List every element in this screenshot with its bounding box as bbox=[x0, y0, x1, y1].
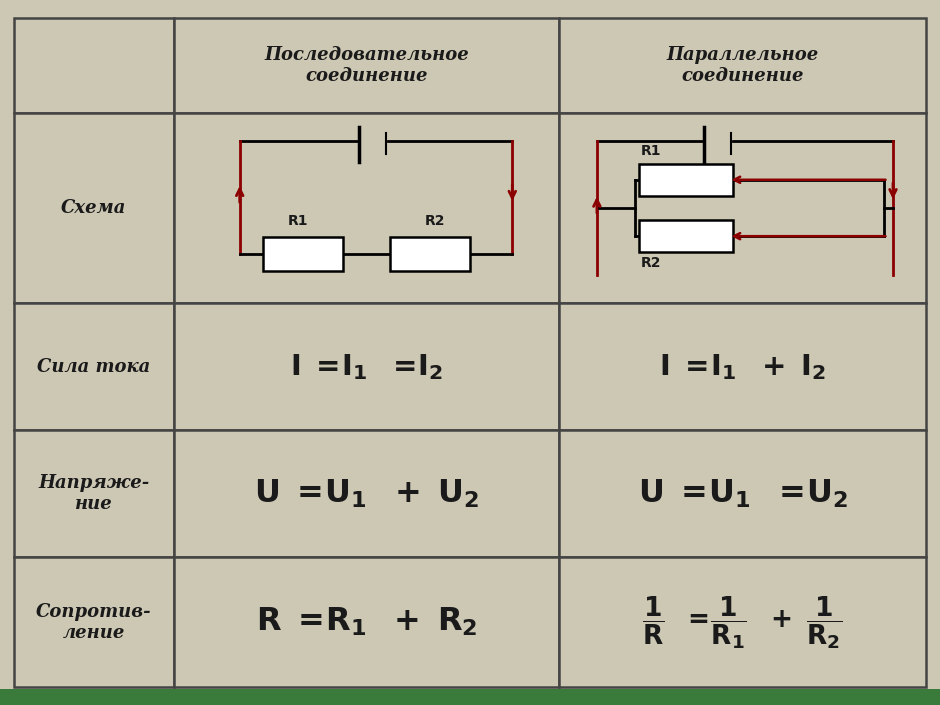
Bar bbox=[559, 18, 926, 113]
Bar bbox=[174, 430, 559, 557]
Bar bbox=[14, 303, 174, 430]
Text: Напряже-
ние: Напряже- ние bbox=[39, 474, 149, 513]
Text: Последовательное
соединение: Последовательное соединение bbox=[264, 46, 469, 85]
Text: $\mathbf{I\ =\!I_1\ \ =\!I_2}$: $\mathbf{I\ =\!I_1\ \ =\!I_2}$ bbox=[290, 352, 443, 381]
Text: Сопротив-
ление: Сопротив- ление bbox=[36, 603, 152, 642]
Bar bbox=[14, 430, 174, 557]
Text: $\mathbf{U\ =\!U_1\ \ =\!U_2}$: $\mathbf{U\ =\!U_1\ \ =\!U_2}$ bbox=[637, 477, 848, 510]
Text: $\mathbf{\dfrac{1}{R}\ \ =\!\dfrac{1}{R_1}\ \ +\ \dfrac{1}{R_2}}$: $\mathbf{\dfrac{1}{R}\ \ =\!\dfrac{1}{R_… bbox=[642, 594, 843, 651]
Bar bbox=[174, 113, 559, 303]
Text: $\mathbf{R\ =\!R_1\ \ +\ R_2}$: $\mathbf{R\ =\!R_1\ \ +\ R_2}$ bbox=[256, 606, 478, 638]
Bar bbox=[639, 164, 733, 196]
Bar bbox=[559, 113, 926, 303]
Bar bbox=[14, 113, 174, 303]
Text: R1: R1 bbox=[641, 144, 662, 158]
Bar bbox=[174, 303, 559, 430]
Bar bbox=[390, 237, 470, 271]
Bar bbox=[263, 237, 343, 271]
Bar bbox=[559, 557, 926, 687]
Text: Схема: Схема bbox=[61, 199, 127, 217]
Text: Параллельное
соединение: Параллельное соединение bbox=[666, 46, 819, 85]
Bar bbox=[639, 220, 733, 252]
Bar bbox=[14, 557, 174, 687]
Bar bbox=[174, 18, 559, 113]
Text: R2: R2 bbox=[425, 214, 445, 228]
Bar bbox=[559, 430, 926, 557]
Bar bbox=[559, 303, 926, 430]
Bar bbox=[14, 18, 174, 113]
Text: R1: R1 bbox=[289, 214, 308, 228]
Bar bbox=[174, 557, 559, 687]
Text: Сила тока: Сила тока bbox=[38, 357, 150, 376]
Text: R2: R2 bbox=[641, 256, 662, 270]
Text: $\mathbf{I\ =\!I_1\ \ +\ I_2}$: $\mathbf{I\ =\!I_1\ \ +\ I_2}$ bbox=[659, 352, 826, 381]
Text: $\mathbf{U\ =\!U_1\ \ +\ U_2}$: $\mathbf{U\ =\!U_1\ \ +\ U_2}$ bbox=[254, 477, 479, 510]
Bar bbox=[0, 689, 940, 705]
